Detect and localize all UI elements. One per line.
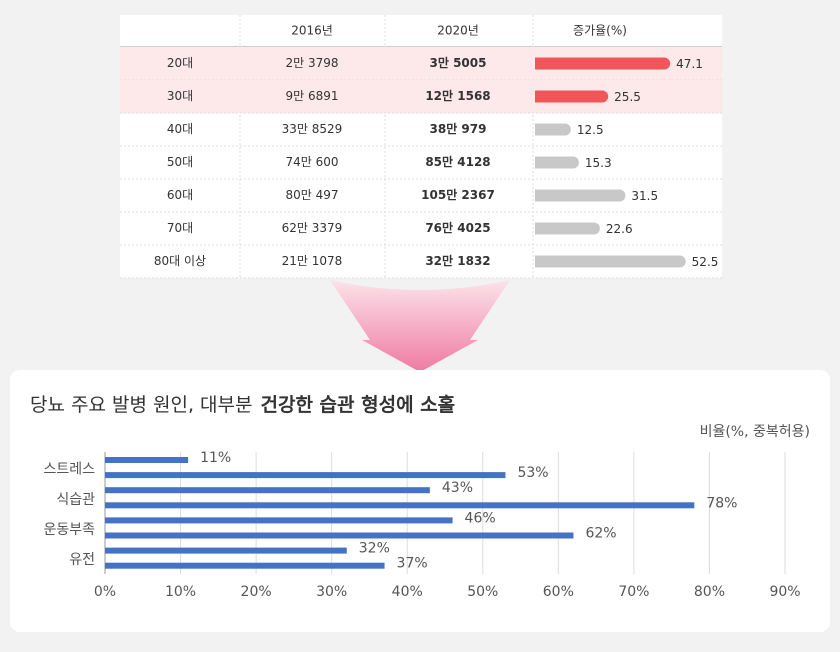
cell-2020: 38만 979 xyxy=(430,121,487,136)
rate-label: 12.5 xyxy=(577,123,604,137)
cell-2016: 9만 6891 xyxy=(285,89,338,103)
chart-title: 당뇨 주요 발병 원인, 대부분 건강한 습관 형성에 소홀 xyxy=(30,393,455,416)
x-tick-label: 90% xyxy=(769,584,800,600)
bar xyxy=(105,547,347,554)
row-label: 50대 xyxy=(167,155,193,169)
bar xyxy=(105,502,695,509)
bar xyxy=(105,562,385,569)
x-tick-label: 80% xyxy=(694,584,725,600)
rate-bar-edge xyxy=(535,57,541,70)
x-tick-label: 70% xyxy=(618,584,649,600)
x-tick-label: 20% xyxy=(241,584,272,600)
rate-bar xyxy=(535,189,626,202)
rate-bar xyxy=(535,123,571,136)
value-label: 78% xyxy=(706,495,737,511)
rate-bar xyxy=(535,90,609,103)
x-tick-label: 40% xyxy=(392,584,423,600)
value-label: 11% xyxy=(200,450,231,466)
bar xyxy=(105,487,430,494)
column-header: 2020년 xyxy=(437,24,479,38)
cell-2020: 32만 1832 xyxy=(425,253,490,268)
cell-2020: 85만 4128 xyxy=(425,154,490,169)
rate-bar xyxy=(535,222,600,235)
bar xyxy=(105,517,453,524)
row-label: 40대 xyxy=(167,122,193,136)
unit-label: 비율(%, 중복허용) xyxy=(700,424,810,440)
rate-bar-edge xyxy=(535,255,541,268)
cell-2016: 62만 3379 xyxy=(282,221,343,235)
rate-bar-edge xyxy=(535,189,541,202)
rate-bar-edge xyxy=(535,90,541,103)
cell-2016: 74만 600 xyxy=(285,155,338,169)
row-label: 60대 xyxy=(167,188,193,202)
title-plain: 당뇨 주요 발병 원인, 대부분 xyxy=(30,394,252,416)
row-label: 30대 xyxy=(167,89,193,103)
row-label: 20대 xyxy=(167,56,193,70)
cell-2020: 76만 4025 xyxy=(425,220,490,235)
bar xyxy=(105,472,506,479)
column-header: 증가율(%) xyxy=(573,24,627,38)
rate-bar xyxy=(535,57,671,70)
rate-bar-edge xyxy=(535,222,541,235)
cell-2020: 3만 5005 xyxy=(430,55,487,70)
column-header: 2016년 xyxy=(291,24,333,38)
cell-2020: 12만 1568 xyxy=(425,88,490,103)
value-label: 46% xyxy=(465,510,496,526)
y-tick-label: 식습관 xyxy=(56,492,95,508)
cell-2016: 80만 497 xyxy=(285,188,338,202)
rate-bar-edge xyxy=(535,123,541,136)
rate-label: 47.1 xyxy=(676,57,703,71)
x-tick-label: 60% xyxy=(543,584,574,600)
bar xyxy=(105,457,189,463)
rate-label: 31.5 xyxy=(631,189,658,203)
x-tick-label: 0% xyxy=(94,584,116,600)
row-highlight xyxy=(120,80,722,113)
value-label: 43% xyxy=(442,480,473,496)
value-label: 53% xyxy=(517,465,548,481)
rate-label: 52.5 xyxy=(692,255,719,269)
x-tick-label: 10% xyxy=(165,584,196,600)
x-tick-label: 50% xyxy=(467,584,498,600)
rate-label: 22.6 xyxy=(606,222,633,236)
rate-label: 25.5 xyxy=(614,90,641,104)
y-tick-label: 스트레스 xyxy=(43,462,95,478)
title-bold: 건강한 습관 형성에 소홀 xyxy=(260,393,455,416)
row-label: 70대 xyxy=(167,221,193,235)
y-tick-label: 유전 xyxy=(69,552,95,568)
bar xyxy=(105,532,574,539)
cell-2016: 33만 8529 xyxy=(282,122,343,136)
value-label: 32% xyxy=(359,541,390,557)
rate-bar xyxy=(535,156,579,169)
cell-2020: 105만 2367 xyxy=(421,187,495,202)
rate-bar-edge xyxy=(535,156,541,169)
cell-2016: 21만 1078 xyxy=(282,254,343,268)
arrow xyxy=(330,280,510,372)
y-tick-label: 운동부족 xyxy=(43,522,95,538)
value-label: 37% xyxy=(397,556,428,572)
rate-bar xyxy=(535,255,686,268)
row-label: 80대 이상 xyxy=(154,254,206,268)
x-tick-label: 30% xyxy=(316,584,347,600)
value-label: 62% xyxy=(585,526,616,542)
rate-label: 15.3 xyxy=(585,156,612,170)
cell-2016: 2만 3798 xyxy=(285,56,338,70)
